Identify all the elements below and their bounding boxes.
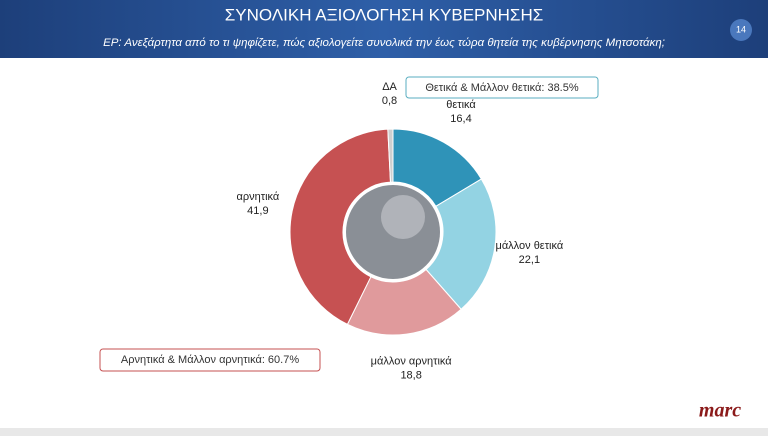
donut-segment <box>425 178 497 310</box>
annotation-box <box>99 348 321 372</box>
header-band <box>0 0 768 58</box>
page-badge <box>730 19 752 41</box>
slice-label: μάλλον αρνητικά <box>371 356 453 368</box>
page-number: 14 <box>736 24 746 34</box>
slice-value: 0,8 <box>382 95 397 107</box>
slice-value: 22,1 <box>519 254 540 266</box>
slice-value: 41,9 <box>247 205 268 217</box>
chart-title: ΣΥΝΟΛΙΚΗ ΑΞΙΟΛΟΓΗΣΗ ΚΥΒΕΡΝΗΣΗΣ <box>225 5 543 24</box>
annotation-box <box>405 76 599 99</box>
donut-chart: θετικά 16,4 μάλλον θετικά 22,1 μάλλον αρνητι… <box>236 81 563 382</box>
chart-subtitle: ΕΡ: Ανεξάρτητα από το τι ψηφίζετε, πώς α… <box>103 37 665 49</box>
annotation: Θετικά & Μάλλον θετικά: 38.5% <box>425 82 579 94</box>
slice-value: 16,4 <box>450 113 471 125</box>
slice-label: αρνητικά <box>236 191 279 203</box>
donut-segment <box>387 128 394 183</box>
slice-label: ΔΑ <box>382 81 397 93</box>
annotation: Αρνητικά & Μάλλον αρνητικά: 60.7% <box>121 354 299 366</box>
slice-value: 18,8 <box>400 370 421 382</box>
photo-highlight <box>381 195 425 239</box>
donut-segment <box>289 128 392 326</box>
logo: marc <box>699 400 741 422</box>
slice-label: μάλλον θετικά <box>495 240 563 252</box>
slice-label: θετικά <box>446 99 476 111</box>
footer-strip <box>0 428 768 436</box>
